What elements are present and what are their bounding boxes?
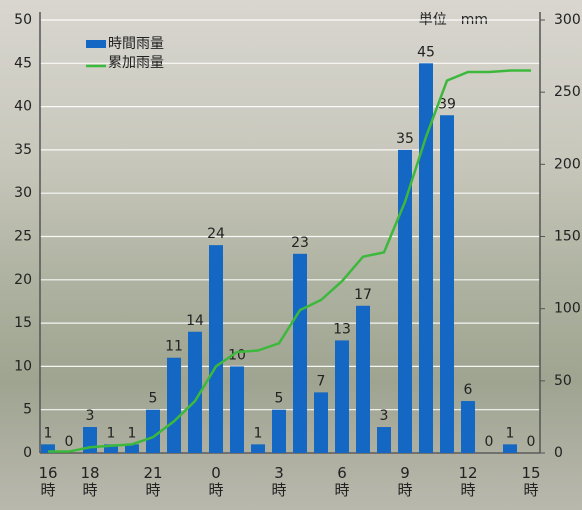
legend-swatch: [86, 40, 106, 48]
value-label: 0: [485, 434, 494, 450]
legend-label: 累加雨量: [108, 55, 164, 71]
y-tick-label: 15: [14, 315, 32, 331]
bar: [461, 401, 475, 453]
x-tick-label: 12 時: [453, 465, 483, 499]
value-label: 3: [380, 408, 389, 424]
bar: [335, 340, 349, 453]
x-tick-label: 3 時: [264, 465, 294, 499]
bar: [356, 306, 370, 453]
value-label: 5: [275, 391, 284, 407]
x-tick-label: 16 時: [33, 465, 63, 499]
y2-tick-label: 150: [554, 229, 581, 245]
value-label: 35: [396, 131, 414, 147]
value-label: 0: [65, 434, 74, 450]
y2-tick-label: 250: [554, 84, 581, 100]
bar: [440, 115, 454, 453]
value-label: 7: [317, 373, 326, 389]
value-label: 13: [333, 321, 351, 337]
value-label: 45: [417, 44, 435, 60]
bar: [293, 254, 307, 453]
y-tick-label: 30: [14, 185, 32, 201]
value-label: 6: [464, 382, 473, 398]
value-label: 11: [165, 339, 183, 355]
y2-tick-label: 200: [554, 156, 581, 172]
bar: [398, 150, 412, 453]
y2-tick-label: 50: [554, 373, 572, 389]
value-label: 1: [44, 425, 53, 441]
value-label: 14: [186, 313, 204, 329]
y-tick-label: 50: [14, 12, 32, 28]
value-label: 0: [527, 434, 536, 450]
y2-tick-label: 0: [554, 445, 563, 461]
x-tick-label: 18 時: [75, 465, 105, 499]
bar: [377, 427, 391, 453]
bar: [503, 444, 517, 453]
bar: [314, 392, 328, 453]
chart: 単位 mm 0510152025303540455005010015020025…: [0, 0, 582, 510]
value-label: 17: [354, 287, 372, 303]
y-tick-label: 40: [14, 99, 32, 115]
value-label: 23: [291, 235, 309, 251]
value-label: 3: [86, 408, 95, 424]
value-label: 1: [128, 425, 137, 441]
bar: [167, 358, 181, 453]
y-tick-label: 20: [14, 272, 32, 288]
chart-svg: 単位 mm 0510152025303540455005010015020025…: [0, 0, 582, 510]
bar: [209, 245, 223, 453]
x-tick-label: 6 時: [327, 465, 357, 499]
value-label: 24: [207, 226, 225, 242]
bar: [272, 410, 286, 453]
value-label: 1: [107, 425, 116, 441]
value-label: 5: [149, 391, 158, 407]
bar: [146, 410, 160, 453]
y-tick-label: 25: [14, 229, 32, 245]
y2-tick-label: 100: [554, 301, 581, 317]
x-tick-label: 21 時: [138, 465, 168, 499]
x-tick-label: 15 時: [516, 465, 546, 499]
bar: [251, 444, 265, 453]
value-label: 1: [254, 425, 263, 441]
y-tick-label: 10: [14, 358, 32, 374]
value-label: 1: [506, 425, 515, 441]
y-tick-label: 0: [23, 445, 32, 461]
y-tick-label: 45: [14, 55, 32, 71]
x-tick-label: 0 時: [201, 465, 231, 499]
y2-tick-label: 300: [554, 12, 581, 28]
x-tick-label: 9 時: [390, 465, 420, 499]
line: [48, 71, 531, 452]
legend-label: 時間雨量: [108, 36, 164, 52]
y-tick-label: 5: [23, 402, 32, 418]
y-tick-label: 35: [14, 142, 32, 158]
bar: [230, 366, 244, 453]
